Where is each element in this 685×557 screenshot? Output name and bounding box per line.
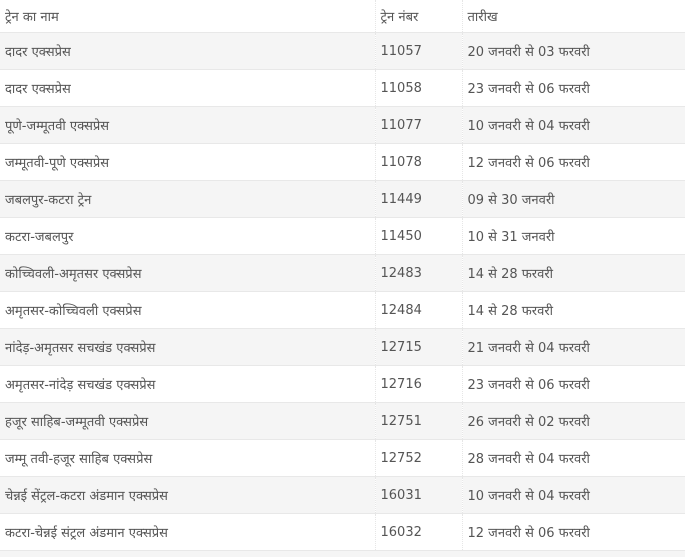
date-cell: 28 जनवरी से 04 फरवरी	[461, 439, 685, 477]
train-name-cell: कटरा-चेन्नई संट्रल अंडमान एक्सप्रेस	[0, 513, 375, 550]
header-date: तारीख	[461, 0, 685, 33]
train-name-cell: अमृतसर-नांदेड़ सचखंड एक्सप्रेस	[0, 365, 375, 403]
table-row: दादर एक्सप्रेस 11058 23 जनवरी से 06 फरवरी	[0, 69, 685, 107]
table-row: कटरा-जबलपुर 11450 10 से 31 जनवरी	[0, 217, 685, 255]
train-name-cell: जम्मूतवी-पूणे एक्सप्रेस	[0, 143, 375, 181]
train-name-cell: पूणे-जम्मूतवी एक्सप्रेस	[0, 106, 375, 144]
train-number-cell: 11057	[374, 32, 462, 70]
header-train-name: ट्रेन का नाम	[5, 10, 59, 25]
table-row: हजूर साहिब-जम्मूतवी एक्सप्रेस 12751 26 जनव…	[0, 402, 685, 440]
date-cell: 12 जनवरी से 06 फरवरी	[461, 513, 685, 550]
date-cell: 20 जनवरी से 03 फरवरी	[461, 32, 685, 70]
train-name-cell: अमृतसर-कोच्चिवली एक्सप्रेस	[0, 291, 375, 329]
train-number-cell: 11077	[374, 106, 462, 144]
train-number-cell: 11078	[374, 143, 462, 181]
train-number-cell: 12715	[374, 328, 462, 366]
train-number-cell: 12483	[374, 254, 462, 292]
header-row: ट्रेन का नाम ट्रेन नंबर तारीख	[0, 0, 685, 33]
table-row: अमृतसर-नांदेड़ सचखंड एक्सप्रेस 12716 23 जन…	[0, 365, 685, 403]
train-number-cell: 12751	[374, 402, 462, 440]
train-name-cell: नांदेड़-अमृतसर सचखंड एक्सप्रेस	[0, 328, 375, 366]
date-cell: 14 से 28 फरवरी	[461, 291, 685, 329]
date-cell: 10 जनवरी से 04 फरवरी	[461, 476, 685, 514]
table-row: जम्मू तवी-हजूर साहिब एक्सप्रेस 12752 28 जन…	[0, 439, 685, 477]
train-number-cell: 12716	[374, 365, 462, 403]
date-cell: 23 जनवरी से 06 फरवरी	[461, 69, 685, 107]
table-row: दादर एक्सप्रेस 11057 20 जनवरी से 03 फरवरी	[0, 32, 685, 70]
train-number-cell: 12752	[374, 439, 462, 477]
train-name-cell: हजूर साहिब-जम्मूतवी एक्सप्रेस	[0, 402, 375, 440]
date-cell: 14 से 28 फरवरी	[461, 254, 685, 292]
train-name-cell: जम्मू तवी-हजूर साहिब एक्सप्रेस	[0, 439, 375, 477]
table-row: कोच्चिवली-अमृतसर एक्सप्रेस 12483 14 से 28 …	[0, 254, 685, 292]
date-cell: 09 से 30 जनवरी	[461, 180, 685, 218]
table-row: जम्मूतवी-पूणे एक्सप्रेस 11078 12 जनवरी से …	[0, 143, 685, 181]
date-cell: 23 जनवरी से 06 फरवरी	[461, 365, 685, 403]
train-name-cell: दादर एक्सप्रेस	[0, 32, 375, 70]
train-name-cell: दादर एक्सप्रेस	[0, 69, 375, 107]
train-number-cell: 16031	[374, 476, 462, 514]
header-train-number: ट्रेन नंबर	[374, 0, 462, 33]
table-row: नांदेड़-अमृतसर सचखंड एक्सप्रेस 12715 21 जन…	[0, 328, 685, 366]
train-number-cell: 12484	[374, 291, 462, 329]
table-continuation	[0, 550, 685, 557]
train-number-cell: 11450	[374, 217, 462, 255]
date-cell: 10 से 31 जनवरी	[461, 217, 685, 255]
train-name-cell: कटरा-जबलपुर	[0, 217, 375, 255]
date-cell: 12 जनवरी से 06 फरवरी	[461, 143, 685, 181]
train-name-cell: चेन्नई सेंट्रल-कटरा अंडमान एक्सप्रेस	[0, 476, 375, 514]
date-cell: 10 जनवरी से 04 फरवरी	[461, 106, 685, 144]
table-row: कटरा-चेन्नई संट्रल अंडमान एक्सप्रेस 16032…	[0, 513, 685, 550]
train-name-cell: जबलपुर-कटरा ट्रेन	[0, 180, 375, 218]
train-name-cell: कोच्चिवली-अमृतसर एक्सप्रेस	[0, 254, 375, 292]
table-row: जबलपुर-कटरा ट्रेन 11449 09 से 30 जनवरी	[0, 180, 685, 218]
train-number-cell: 11058	[374, 69, 462, 107]
date-cell: 21 जनवरी से 04 फरवरी	[461, 328, 685, 366]
table-row: पूणे-जम्मूतवी एक्सप्रेस 11077 10 जनवरी से …	[0, 106, 685, 144]
train-number-cell: 16032	[374, 513, 462, 550]
train-number-cell: 11449	[374, 180, 462, 218]
table-row: चेन्नई सेंट्रल-कटरा अंडमान एक्सप्रेस 1603…	[0, 476, 685, 514]
date-cell: 26 जनवरी से 02 फरवरी	[461, 402, 685, 440]
table-row: अमृतसर-कोच्चिवली एक्सप्रेस 12484 14 से 28 …	[0, 291, 685, 329]
